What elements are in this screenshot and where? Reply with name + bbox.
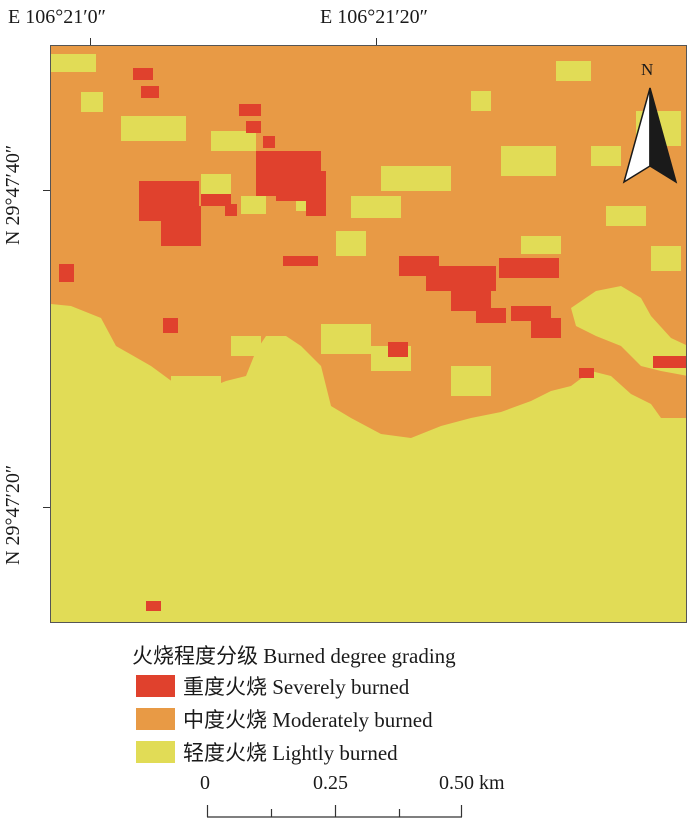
severely-burned-patch — [306, 186, 326, 216]
legend-label-severe: 重度火烧 Severely burned — [183, 675, 410, 699]
lightly-burned-patch — [201, 174, 231, 196]
lightly-burned-patch — [521, 236, 561, 254]
lightly-burned-patch — [506, 426, 566, 458]
burn-area — [51, 304, 686, 622]
longitude-label-right: E 106°21′20″ — [320, 6, 428, 28]
severely-burned-patch — [579, 368, 594, 378]
severely-burned-patch — [161, 206, 201, 246]
severely-burned-patch — [476, 308, 506, 323]
severely-burned-patch — [388, 342, 408, 357]
lightly-burned-patch — [451, 366, 491, 396]
map-tick — [376, 38, 377, 46]
map-tick — [43, 190, 51, 191]
lightly-burned-patch — [501, 146, 556, 176]
severely-burned-patch — [59, 264, 74, 282]
severely-burned-patch — [511, 306, 551, 321]
severely-burned-patch — [163, 318, 178, 333]
longitude-label-left: E 106°21′0″ — [8, 6, 106, 28]
scale-bar: 0 0.25 0.50 km — [200, 772, 530, 824]
map-tick — [43, 507, 51, 508]
legend-label-light: 轻度火烧 Lightly burned — [183, 741, 398, 765]
severely-burned-patch — [451, 286, 491, 311]
lightly-burned-patch — [171, 376, 221, 396]
lightly-burned-patch — [121, 116, 186, 141]
latitude-label-top: N 29°47′40″ — [2, 144, 24, 245]
severely-burned-patch — [133, 68, 153, 80]
burn-severity-raster — [51, 54, 686, 622]
legend-swatch-light — [136, 741, 175, 763]
lightly-burned-patch — [321, 324, 371, 354]
burn-area — [571, 286, 686, 376]
burn-severity-map — [50, 45, 687, 623]
lightly-burned-patch — [606, 206, 646, 226]
lightly-burned-patch — [336, 231, 366, 256]
severely-burned-patch — [225, 204, 237, 216]
burn-area — [51, 546, 686, 622]
scale-label-0: 0 — [200, 772, 210, 794]
lightly-burned-patch — [211, 131, 256, 151]
severely-burned-patch — [146, 601, 161, 611]
severely-burned-patch — [283, 256, 318, 266]
scale-label-050: 0.50 km — [439, 772, 505, 794]
severely-burned-patch — [531, 318, 561, 338]
lightly-burned-patch — [231, 336, 261, 356]
severely-burned-areas — [59, 68, 686, 611]
lightly-burned-patch — [351, 196, 401, 218]
severely-burned-patch — [141, 86, 159, 98]
lightly-burned-patch — [651, 246, 681, 271]
lightly-burned-patch — [591, 146, 621, 166]
lightly-burned-areas — [51, 54, 686, 622]
severely-burned-patch — [239, 104, 261, 116]
legend-swatch-severe — [136, 675, 175, 697]
lightly-burned-patch — [381, 166, 451, 191]
lightly-burned-patch — [556, 61, 591, 81]
legend-item-light: 轻度火烧 Lightly burned — [136, 739, 398, 765]
lightly-burned-patch — [51, 54, 96, 72]
legend-item-moderate: 中度火烧 Moderately burned — [136, 706, 433, 732]
lightly-burned-patch — [571, 441, 626, 469]
lightly-burned-patch — [241, 196, 266, 214]
latitude-label-bottom: N 29°47′20″ — [2, 464, 24, 565]
lightly-burned-patch — [471, 91, 491, 111]
north-label: N — [641, 60, 654, 79]
north-arrow-icon — [622, 87, 678, 184]
legend-swatch-moderate — [136, 708, 175, 730]
scale-label-025: 0.25 — [313, 772, 348, 794]
legend-label-moderate: 中度火烧 Moderately burned — [183, 708, 433, 732]
scale-bar-line — [206, 805, 463, 818]
legend-item-severe: 重度火烧 Severely burned — [136, 673, 409, 699]
severely-burned-patch — [246, 121, 261, 133]
map-tick — [90, 38, 91, 46]
legend-title: 火烧程度分级 Burned degree grading — [132, 644, 456, 668]
severely-burned-patch — [201, 194, 231, 206]
lightly-burned-patch — [81, 92, 103, 112]
severely-burned-patch — [263, 136, 275, 148]
severely-burned-patch — [653, 356, 686, 368]
severely-burned-patch — [499, 258, 559, 278]
